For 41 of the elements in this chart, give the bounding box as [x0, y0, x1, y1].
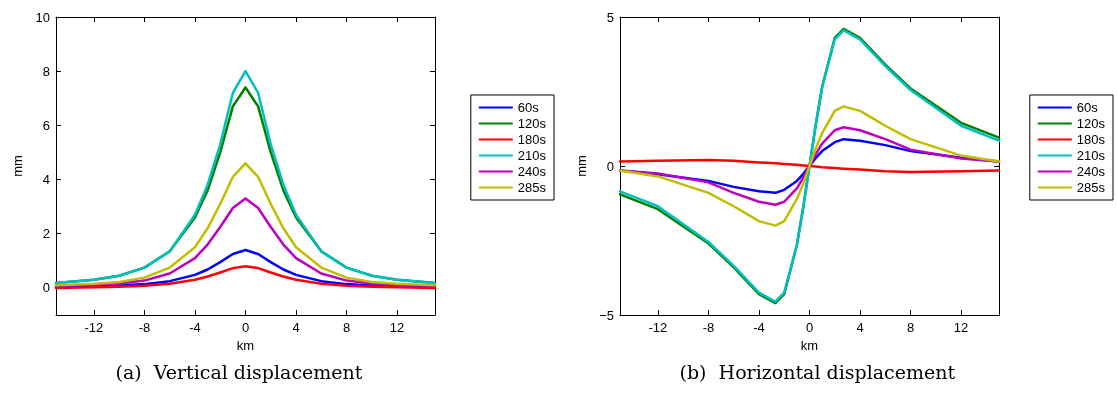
- x-axis-title: km: [800, 337, 819, 353]
- y-tick-label: 5: [606, 9, 614, 25]
- x-tick-label: -8: [702, 320, 715, 335]
- x-tick-label: 8: [906, 320, 915, 335]
- x-tick-label: 12: [389, 320, 405, 335]
- legend-label: 210s: [1076, 148, 1106, 163]
- x-tick-label: 8: [342, 320, 351, 335]
- text: (b) Horizontal displacement: [679, 360, 956, 383]
- x-tick-label: -4: [189, 320, 201, 335]
- y-tick-label: 4: [42, 172, 50, 188]
- legend-label: 120s: [1076, 116, 1106, 131]
- legend-label: 60s: [517, 100, 540, 115]
- y-tick-label: 8: [42, 63, 50, 79]
- x-tick-label: 4: [292, 320, 300, 335]
- legend-label: 120s: [517, 116, 547, 131]
- legend-label: 285s: [517, 180, 547, 195]
- x-tick-label: -12: [84, 320, 104, 335]
- x-tick-label: -8: [138, 320, 151, 335]
- legend-label: 285s: [1076, 180, 1106, 195]
- legend-label: 180s: [517, 132, 547, 147]
- y-tick-label: −5: [599, 307, 614, 323]
- x-tick-label: 4: [856, 320, 864, 335]
- y-tick-label: 10: [35, 9, 50, 25]
- y-tick-label: 0: [42, 280, 50, 296]
- x-tick-label: 0: [805, 320, 814, 335]
- legend-label: 240s: [517, 164, 547, 179]
- x-tick-label: 12: [953, 320, 969, 335]
- legend-label: 180s: [1076, 132, 1106, 147]
- x-tick-label: -12: [648, 320, 668, 335]
- legend-label: 210s: [517, 148, 547, 163]
- x-axis-title: km: [236, 337, 255, 353]
- y-axis-title: mm: [10, 155, 25, 177]
- legend-label: 60s: [1076, 100, 1099, 115]
- legend-label: 240s: [1076, 164, 1106, 179]
- y-axis-title: mm: [574, 155, 589, 177]
- x-tick-label: -4: [753, 320, 765, 335]
- text: (a) Vertical displacement: [115, 360, 363, 383]
- y-tick-label: 0: [606, 158, 614, 174]
- x-tick-label: 0: [241, 320, 250, 335]
- y-tick-label: 6: [42, 117, 50, 133]
- y-tick-label: 2: [42, 226, 50, 242]
